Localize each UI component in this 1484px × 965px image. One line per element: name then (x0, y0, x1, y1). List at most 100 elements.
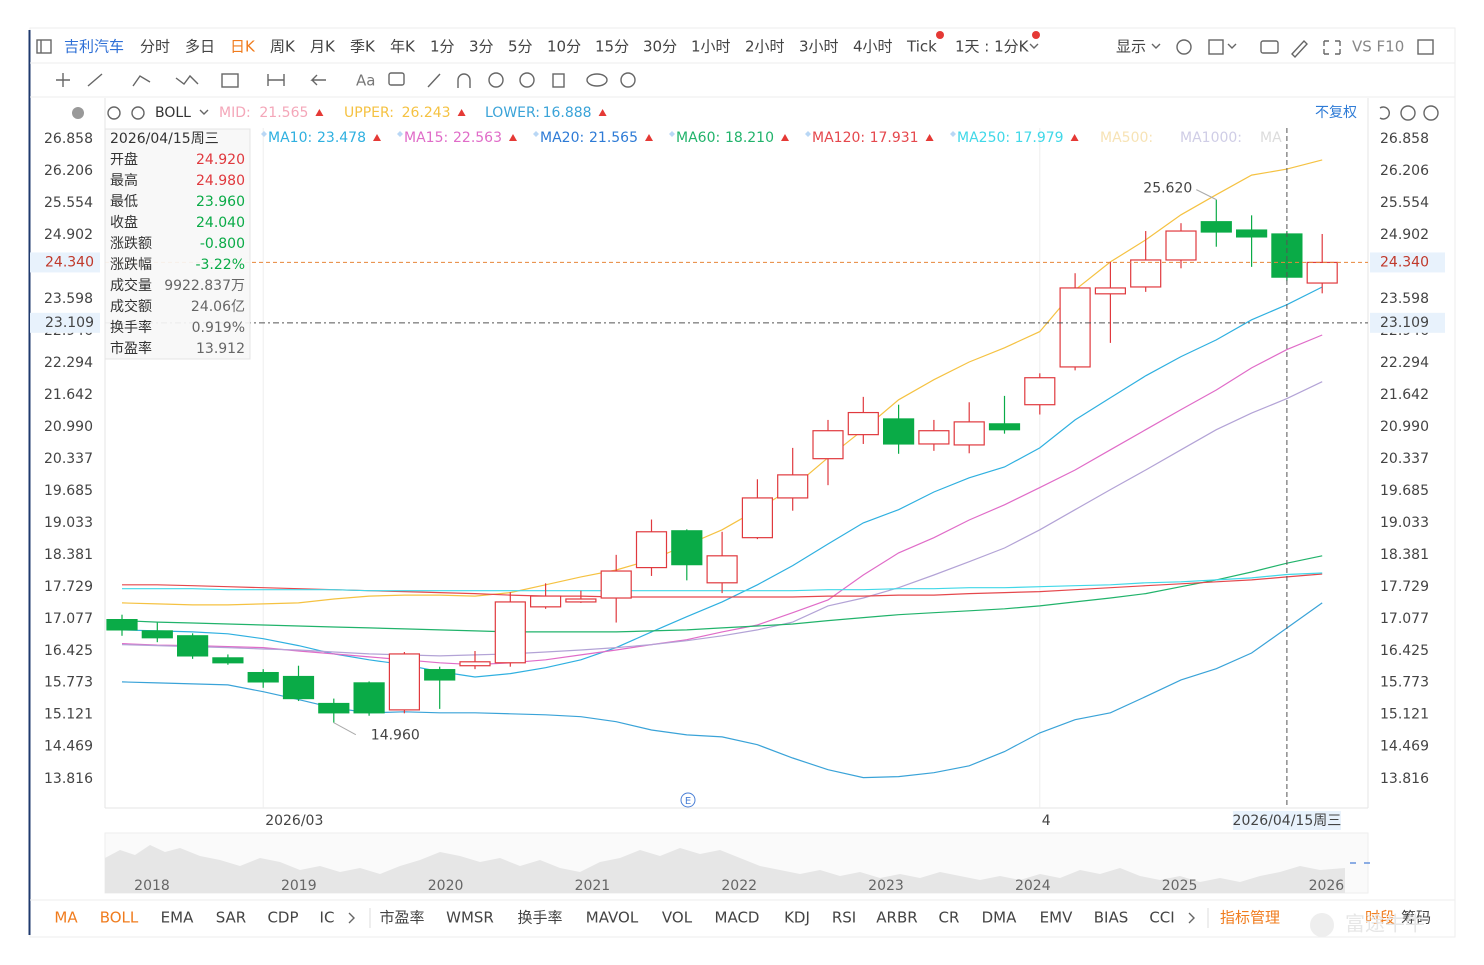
navigator-year: 2019 (281, 878, 317, 894)
wave-icon[interactable] (175, 74, 199, 85)
draw-icon[interactable] (427, 73, 441, 88)
period-tab[interactable]: Tick (906, 38, 937, 56)
legend-name-inactive: MA (1260, 130, 1282, 146)
candle-body (247, 671, 279, 683)
info-value: 9922.837万 (164, 278, 245, 294)
period-tab[interactable]: 2小时 (745, 38, 785, 56)
period-tab[interactable]: 分时 (140, 38, 170, 56)
candle-body (388, 653, 420, 711)
indicator-tab[interactable]: 时段 (1365, 909, 1395, 927)
range-icon[interactable] (267, 74, 285, 86)
indicator-tab[interactable]: VOL (662, 909, 693, 927)
period-tab[interactable]: 1分 (430, 38, 455, 56)
polyline-icon[interactable] (132, 75, 151, 87)
period-tab[interactable]: 1天 : 1分K (955, 38, 1030, 56)
hide-icon[interactable] (519, 72, 535, 88)
adjust-mode[interactable]: 不复权 (1315, 104, 1357, 121)
period-tab[interactable]: 3小时 (799, 38, 839, 56)
indicator-tab[interactable]: DMA (982, 909, 1017, 927)
y-tick-label: 15.121 (44, 707, 93, 723)
link-icon[interactable] (586, 73, 608, 87)
event-marker[interactable] (680, 792, 696, 808)
indicator-tab[interactable]: KDJ (784, 909, 810, 927)
zoom-in-icon[interactable] (1423, 105, 1439, 121)
indicator-tab[interactable]: EMA (161, 909, 194, 927)
y-tick-label-right: 25.554 (1380, 195, 1429, 211)
camera-icon[interactable] (1260, 40, 1279, 54)
x-tick-label: 2026/03 (265, 813, 323, 829)
indicator-tab[interactable]: BOLL (100, 909, 139, 927)
collapse-icon[interactable] (72, 107, 84, 119)
dropdown[interactable] (1029, 43, 1039, 49)
indicator-settings-icon[interactable] (107, 106, 121, 120)
indicator-tab[interactable]: CR (939, 909, 960, 927)
arrow-icon[interactable] (310, 74, 326, 86)
period-tab[interactable]: 周K (270, 38, 296, 56)
indicator-tab[interactable]: WMSR (446, 909, 494, 927)
indicator-tab[interactable]: RSI (832, 909, 856, 927)
indicator-tab[interactable]: BIAS (1094, 909, 1129, 927)
text-tool[interactable]: Aa (356, 72, 375, 90)
period-tab[interactable]: 日K (230, 38, 256, 56)
indicator-tab[interactable]: CCI (1149, 909, 1174, 927)
indicator-tab[interactable]: 换手率 (517, 909, 562, 927)
indicator-close-icon[interactable] (131, 106, 145, 120)
shape-icon[interactable] (1208, 39, 1224, 55)
legend-value: 17.931 (870, 130, 919, 146)
vs-f10[interactable]: VS F10 (1352, 38, 1404, 56)
y-tick-label: 15.773 (44, 675, 93, 691)
legend-name: MA10: (268, 130, 312, 146)
period-tab[interactable]: 季K (350, 38, 376, 56)
period-tab[interactable]: 30分 (643, 38, 677, 56)
period-tab[interactable]: 月K (310, 38, 336, 56)
indicator-tab[interactable]: ARBR (876, 909, 917, 927)
indicator-tab[interactable]: 市盈率 (379, 909, 424, 927)
delete-icon[interactable] (552, 73, 565, 88)
period-tab[interactable]: 3分 (469, 38, 494, 56)
period-tab[interactable]: 多日 (185, 38, 215, 56)
indicator-tab[interactable]: MAVOL (586, 909, 639, 927)
period-tab[interactable]: 10分 (547, 38, 581, 56)
display-menu[interactable]: 显示 (1116, 38, 1146, 56)
line-icon[interactable] (87, 73, 103, 87)
panel-icon[interactable] (1417, 39, 1434, 55)
dropdown[interactable] (1151, 43, 1161, 49)
note-icon[interactable] (388, 72, 405, 86)
period-tab[interactable]: 15分 (595, 38, 629, 56)
indicator-tab[interactable]: MACD (715, 909, 760, 927)
candle-body (1165, 230, 1197, 261)
candle-body (918, 430, 950, 445)
lock-icon[interactable] (488, 72, 504, 88)
period-tab[interactable]: 1小时 (691, 38, 731, 56)
y-tick-label-right: 14.469 (1380, 739, 1429, 755)
dropdown[interactable] (1227, 43, 1237, 49)
reset-icon[interactable] (1379, 106, 1390, 120)
tool-settings-icon[interactable] (620, 72, 636, 88)
period-tab[interactable]: 4小时 (853, 38, 893, 56)
layout-icon[interactable] (36, 39, 52, 54)
fullscreen-icon[interactable] (1323, 40, 1341, 55)
zoom-out-icon[interactable] (1400, 105, 1416, 121)
period-tab[interactable]: 年K (390, 38, 416, 56)
indicator-tab[interactable]: SAR (216, 909, 246, 927)
period-tab[interactable]: 5分 (508, 38, 533, 56)
pen-icon[interactable] (1291, 39, 1308, 59)
legend-value: 18.210 (725, 130, 774, 146)
indicator-tab[interactable]: EMV (1040, 909, 1073, 927)
candle-body (1200, 221, 1232, 233)
fib-icon[interactable] (221, 73, 239, 88)
dropdown[interactable] (199, 109, 209, 115)
indicator-tab[interactable]: 筹码 (1401, 909, 1431, 927)
header-value: 21.565 (259, 105, 308, 121)
settings-icon[interactable] (1176, 39, 1192, 55)
indicator-tab[interactable]: IC (320, 909, 335, 927)
tab-scroll[interactable] (348, 912, 1195, 924)
indicator-tab[interactable]: MA (54, 909, 78, 927)
info-value: 23.960 (196, 194, 245, 210)
legend-value: 22.563 (453, 130, 502, 146)
indicator-tab[interactable]: 指标管理 (1220, 909, 1280, 927)
stock-name[interactable]: 吉利汽车 (64, 38, 124, 56)
indicator-tab[interactable]: CDP (267, 909, 298, 927)
magnet-icon[interactable] (457, 73, 471, 88)
move-icon[interactable] (56, 73, 70, 87)
